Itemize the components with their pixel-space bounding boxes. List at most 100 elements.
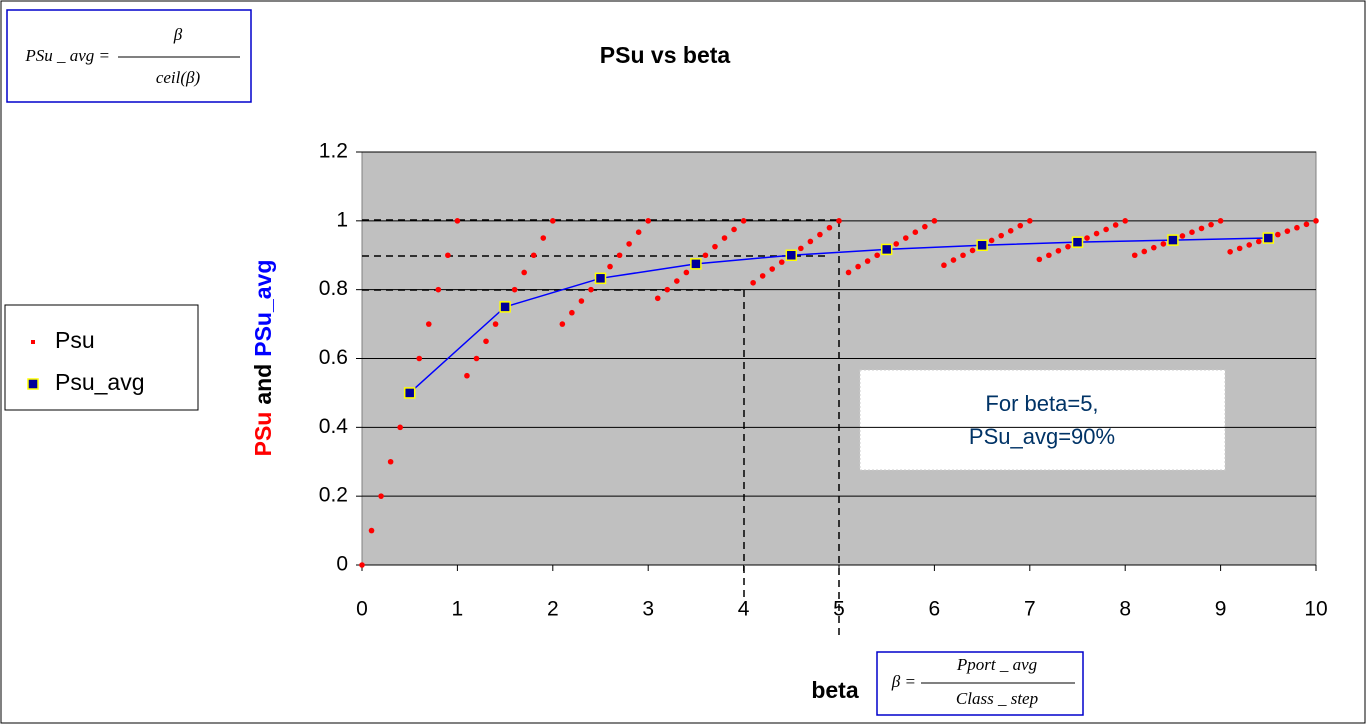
data-point — [880, 243, 893, 256]
data-point — [1179, 233, 1186, 239]
x-tick-label: 6 — [929, 598, 941, 621]
x-tick-label: 5 — [833, 598, 845, 621]
data-point — [874, 252, 880, 259]
data-point — [969, 247, 976, 254]
data-point — [845, 269, 852, 276]
data-point — [740, 218, 747, 224]
data-point — [397, 424, 403, 431]
data-point — [902, 235, 909, 241]
data-point — [1046, 252, 1052, 259]
data-point — [588, 286, 594, 293]
data-point — [1189, 229, 1195, 235]
data-point — [976, 239, 988, 252]
data-point — [403, 387, 416, 399]
data-point — [721, 235, 728, 241]
data-point — [425, 321, 432, 327]
y-tick-label: 1.2 — [319, 140, 348, 163]
data-point — [416, 355, 423, 362]
x-tick-label: 7 — [1024, 598, 1036, 621]
data-point — [378, 493, 384, 499]
data-point — [912, 229, 919, 235]
data-point — [1122, 218, 1128, 224]
data-point — [712, 243, 718, 250]
data-point — [664, 286, 671, 293]
data-point — [464, 372, 470, 379]
x-tick-label: 2 — [547, 598, 559, 621]
data-point — [1262, 232, 1275, 244]
x-tick-label: 1 — [452, 598, 464, 621]
data-point — [826, 224, 833, 231]
data-point — [1112, 222, 1119, 228]
y-tick-label: 0.4 — [319, 415, 349, 438]
annotation-box — [859, 369, 1226, 471]
x-tick-label: 8 — [1119, 598, 1131, 621]
y-axis-label: PSu and PSu_avg — [250, 260, 276, 457]
data-point — [998, 232, 1004, 239]
data-point — [454, 218, 461, 224]
data-point — [950, 257, 957, 263]
data-point — [960, 252, 966, 259]
data-point — [387, 458, 394, 465]
y-tick-label: 0 — [336, 553, 348, 576]
data-point — [690, 258, 702, 270]
data-point — [941, 262, 947, 269]
data-point — [511, 286, 518, 293]
legend — [4, 304, 199, 411]
data-point — [1236, 245, 1243, 252]
data-point — [607, 263, 613, 270]
data-point — [836, 218, 842, 224]
x-tick-label: 4 — [738, 598, 750, 621]
data-point — [769, 266, 776, 272]
data-point — [1151, 244, 1157, 251]
legend-swatch — [27, 378, 39, 390]
data-point — [674, 278, 680, 284]
x-axis-label: beta — [811, 677, 859, 703]
data-point — [1036, 256, 1043, 263]
data-point — [798, 245, 804, 252]
data-point — [817, 231, 823, 238]
data-point — [550, 218, 556, 224]
data-point — [483, 338, 489, 345]
data-point — [1141, 248, 1148, 255]
legend-swatch — [31, 340, 35, 344]
data-point — [1065, 243, 1071, 250]
x-tick-label: 9 — [1215, 598, 1227, 621]
data-point — [359, 562, 365, 568]
formula-den: ceil(β) — [156, 68, 201, 87]
data-point — [1275, 231, 1281, 238]
x-tick-label: 3 — [642, 598, 654, 621]
y-tick-label: 0.2 — [319, 484, 348, 507]
annotation: For beta=5, — [985, 391, 1098, 416]
data-point — [759, 273, 766, 279]
y-label-part: PSu_avg — [250, 260, 276, 357]
data-point — [864, 258, 871, 264]
data-point — [1007, 228, 1014, 234]
data-point — [731, 226, 737, 233]
data-point — [1284, 228, 1291, 234]
data-point — [530, 252, 537, 259]
data-point — [521, 269, 527, 276]
data-point — [492, 321, 499, 327]
data-point — [855, 263, 861, 270]
legend-label: Psu_avg — [55, 369, 145, 395]
data-point — [807, 238, 814, 245]
data-point — [1227, 249, 1233, 255]
data-point — [473, 355, 480, 362]
data-point — [1198, 225, 1205, 232]
data-point — [540, 235, 547, 241]
chart-title: PSu vs beta — [600, 42, 731, 68]
data-point — [778, 259, 785, 265]
data-point — [1093, 230, 1100, 237]
data-point — [578, 298, 585, 304]
data-point — [1217, 218, 1224, 224]
formula-box — [6, 9, 252, 103]
data-point — [368, 527, 375, 534]
data-point — [1255, 238, 1262, 245]
y-label-part: PSu — [250, 412, 276, 457]
data-point — [435, 286, 442, 293]
formula-lhs: PSu _ avg = — [24, 46, 110, 65]
data-point — [893, 241, 900, 247]
data-point — [1208, 221, 1214, 228]
data-point — [645, 218, 651, 224]
